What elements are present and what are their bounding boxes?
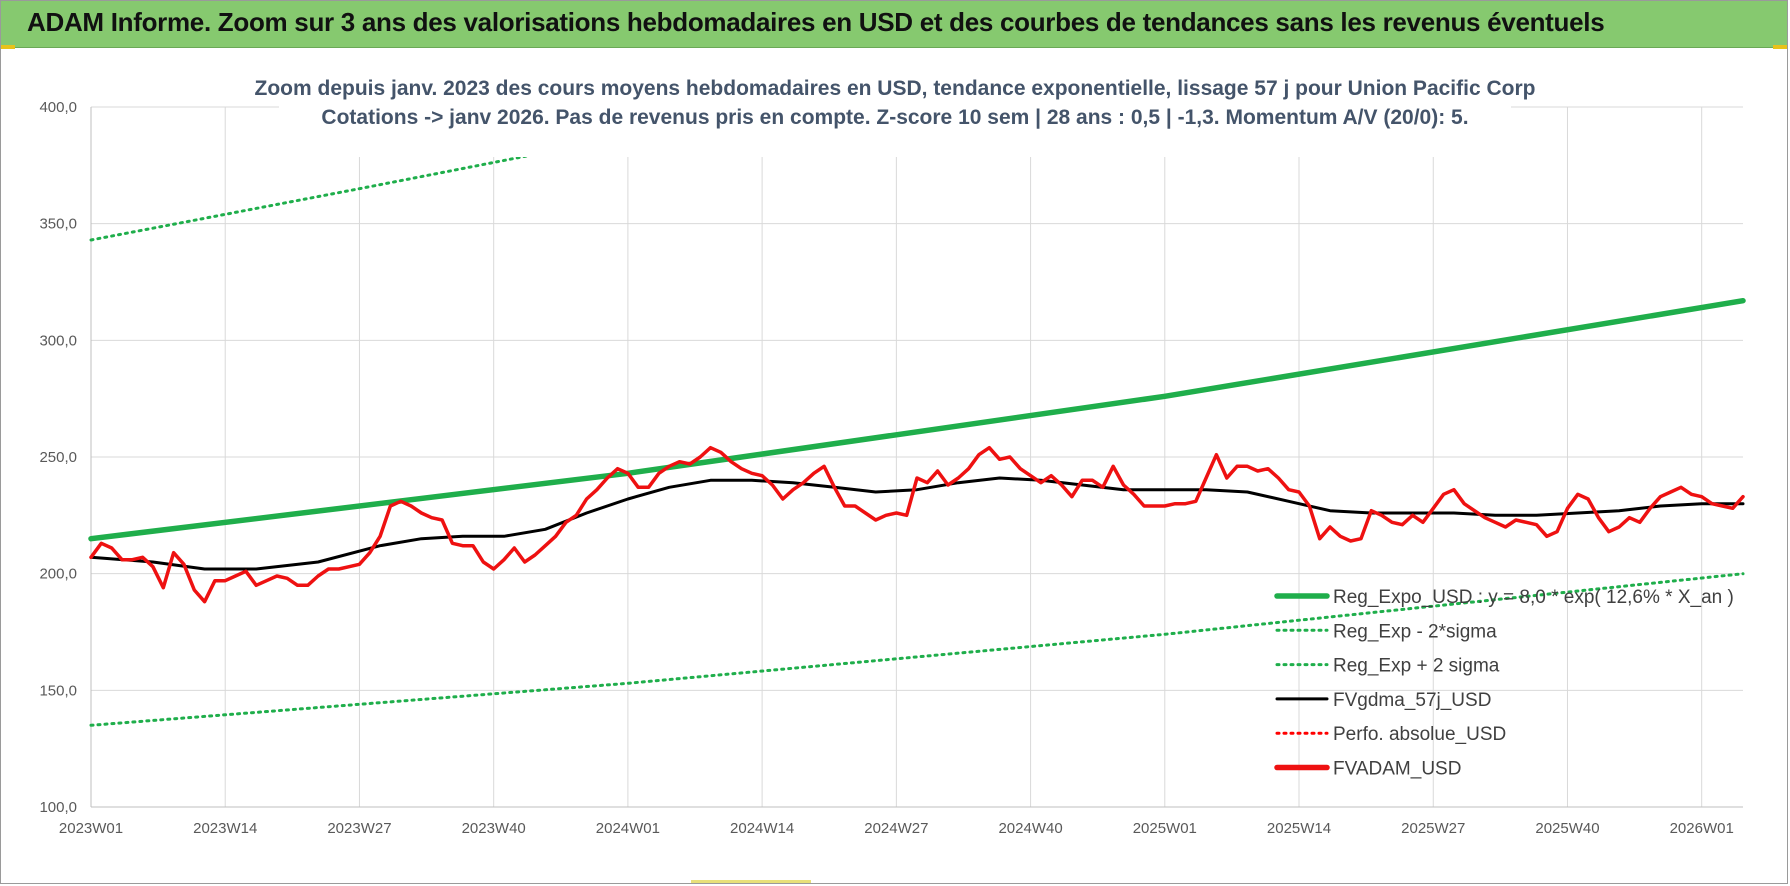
x-tick-label: 2024W14 — [730, 820, 794, 837]
x-tick-label: 2024W01 — [596, 820, 660, 837]
legend-label: Reg_Exp - 2*sigma — [1333, 621, 1497, 642]
legend-label: Reg_Exp + 2 sigma — [1333, 656, 1500, 677]
title-accent-left — [1, 45, 15, 49]
x-tick-label: 2023W01 — [59, 820, 123, 837]
x-tick-label: 2023W14 — [193, 820, 257, 837]
x-tick-label: 2025W01 — [1133, 820, 1197, 837]
title-accent-right — [1773, 45, 1787, 49]
legend-label: Perfo. absolue_USD — [1333, 724, 1506, 745]
chart-subtitle-line-1: Zoom depuis janv. 2023 des cours moyens … — [255, 77, 1536, 100]
x-tick-label: 2023W40 — [462, 820, 526, 837]
x-tick-label: 2024W40 — [998, 820, 1062, 837]
x-tick-label: 2026W01 — [1670, 820, 1734, 837]
chart-subtitle-line-2: Cotations -> janv 2026. Pas de revenus p… — [321, 106, 1468, 129]
y-tick-label: 100,0 — [39, 799, 77, 816]
y-tick-label: 350,0 — [39, 216, 77, 233]
x-tick-label: 2024W27 — [864, 820, 928, 837]
y-tick-label: 250,0 — [39, 449, 77, 466]
legend-label: FVgdma_57j_USD — [1333, 690, 1491, 711]
x-tick-label: 2025W27 — [1401, 820, 1465, 837]
series-reg-exp-2-sigma — [89, 572, 1745, 727]
x-axis-ticks: 2023W01 2023W14 2023W27 2023W40 2024W01 2024W… — [59, 820, 1734, 837]
legend-label: Reg_Expo_USD : y = 8,0 * exp( 12,6% * X_… — [1333, 587, 1734, 608]
series-fvadam-usd — [89, 445, 1745, 604]
x-tick-label: 2023W27 — [327, 820, 391, 837]
title-bar: ADAM Informe. Zoom sur 3 ans des valoris… — [1, 1, 1787, 48]
series-reg-expo-usd — [88, 297, 1746, 542]
y-axis-ticks: 100,0 150,0 200,0 250,0 300,0 350,0 400,0 — [39, 99, 77, 816]
gridlines — [90, 106, 1743, 808]
y-tick-label: 200,0 — [39, 566, 77, 583]
legend-label: FVADAM_USD — [1333, 759, 1461, 780]
chart-area: 100,0 150,0 200,0 250,0 300,0 350,0 400,0 2023… — [39, 65, 1746, 837]
y-tick-label: 400,0 — [39, 99, 77, 116]
bottom-accent — [691, 880, 811, 883]
x-tick-label: 2025W14 — [1267, 820, 1331, 837]
x-tick-label: 2025W40 — [1535, 820, 1599, 837]
page-title: ADAM Informe. Zoom sur 3 ans des valoris… — [27, 7, 1605, 37]
y-tick-label: 150,0 — [39, 682, 77, 699]
legend: Reg_Expo_USD : y = 8,0 * exp( 12,6% * X_… — [1274, 587, 1734, 780]
y-tick-label: 300,0 — [39, 332, 77, 349]
subtitle-background — [279, 65, 1511, 157]
